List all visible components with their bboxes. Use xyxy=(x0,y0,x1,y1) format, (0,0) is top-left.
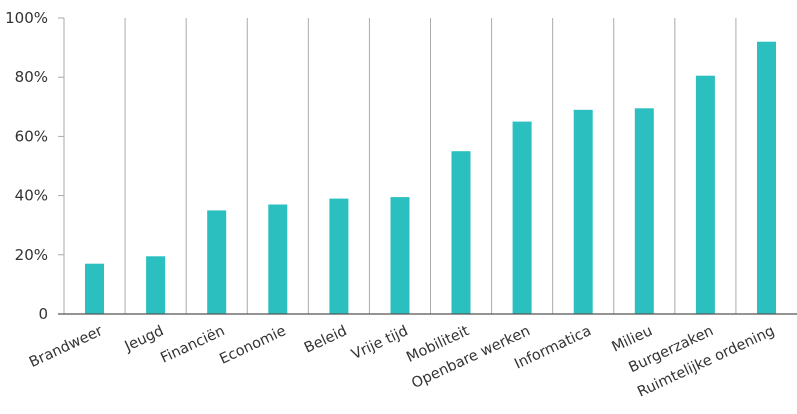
y-tick-label: 60% xyxy=(15,127,48,145)
bar-beleid xyxy=(329,198,349,314)
bar-milieu xyxy=(634,108,654,314)
bar-burgerzaken xyxy=(695,75,715,314)
bar-economie xyxy=(268,204,288,314)
bar-openbare-werken xyxy=(512,121,532,314)
bar-financi-n xyxy=(207,210,227,314)
bar-informatica xyxy=(573,109,593,314)
x-category-label: Jeugd xyxy=(122,323,167,355)
x-category-label: Vrije tijd xyxy=(349,323,411,363)
bar-mobiliteit xyxy=(451,151,471,314)
bar-jeugd xyxy=(146,256,166,314)
bars xyxy=(85,41,776,314)
y-tick-label: 80% xyxy=(15,68,48,86)
grid-lines xyxy=(63,18,737,314)
x-category-label: Beleid xyxy=(302,323,350,357)
bar-brandweer xyxy=(85,263,104,314)
bar-vrije-tijd xyxy=(390,197,410,314)
x-category-label: Brandweer xyxy=(27,323,105,371)
y-tick-label: 40% xyxy=(15,187,48,205)
y-tick-label: 100% xyxy=(5,9,48,27)
bar-ruimtelijke-ordening xyxy=(757,41,776,314)
y-tick-label: 0 xyxy=(38,305,48,323)
y-axis-ticks: 0 20% 40% 60% 80% 100% xyxy=(5,9,64,323)
x-category-label: Economie xyxy=(217,323,288,368)
y-tick-label: 20% xyxy=(15,246,48,264)
x-category-label: Financiën xyxy=(158,323,227,367)
